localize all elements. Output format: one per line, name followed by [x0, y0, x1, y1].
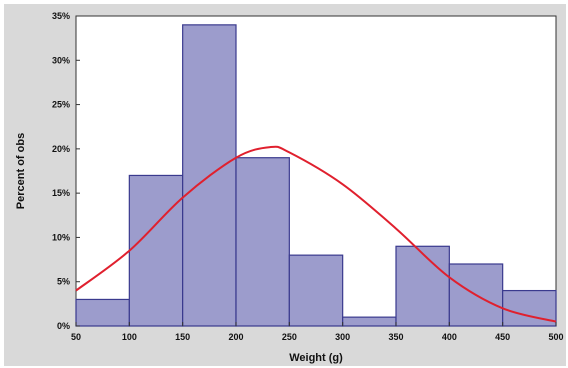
y-axis-ticks: 0% 5% 10% 15% 20% 25% 30% 35%	[52, 11, 80, 331]
y-tick-label: 15%	[52, 188, 70, 198]
x-tick-label: 100	[122, 332, 137, 342]
bars-group	[75, 24, 557, 327]
histogram-bar	[342, 316, 397, 327]
histogram-bar	[128, 174, 184, 327]
x-tick-label: 300	[335, 332, 350, 342]
y-tick-label: 10%	[52, 232, 70, 242]
histogram-bar	[75, 298, 130, 327]
histogram-bar	[288, 254, 344, 327]
x-tick-label: 250	[282, 332, 297, 342]
x-tick-label: 450	[495, 332, 510, 342]
y-tick-label: 30%	[52, 55, 70, 65]
y-tick-label: 20%	[52, 144, 70, 154]
y-tick-label: 5%	[57, 277, 70, 287]
x-tick-label: 500	[548, 332, 563, 342]
normal-curve	[75, 145, 557, 323]
histogram-bar	[235, 157, 290, 327]
x-axis-label: Weight (g)	[289, 352, 343, 364]
x-tick-label: 50	[71, 332, 81, 342]
y-tick-label: 0%	[57, 321, 70, 331]
x-tick-label: 400	[442, 332, 457, 342]
x-tick-label: 200	[228, 332, 243, 342]
x-tick-label: 150	[175, 332, 190, 342]
chart-frame: 0% 5% 10% 15% 20% 25% 30% 35% 50 100 150 200 250 300…	[4, 4, 566, 366]
y-tick-label: 35%	[52, 11, 70, 21]
y-axis-label: Percent of obs	[15, 133, 27, 209]
x-tick-label: 350	[388, 332, 403, 342]
histogram-bar	[395, 245, 450, 327]
histogram-chart: 0% 5% 10% 15% 20% 25% 30% 35% 50 100 150 200 250 300…	[15, 11, 564, 364]
y-tick-label: 25%	[52, 100, 70, 110]
x-axis-ticks: 50 100 150 200 250 300 350 400 450 500	[71, 322, 564, 342]
